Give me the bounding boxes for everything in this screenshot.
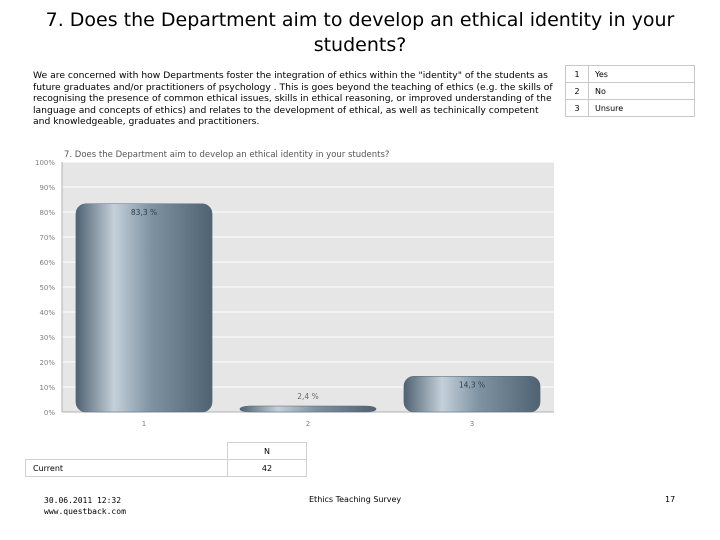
legend-label: Yes	[588, 65, 695, 83]
data-label: 14,3 %	[459, 380, 485, 389]
n-data-row: Current 42	[25, 459, 307, 477]
legend-label: Unsure	[588, 99, 695, 117]
question-description: We are concerned with how Departments fo…	[33, 70, 553, 128]
chart-svg: 7. Does the Department aim to develop an…	[30, 147, 556, 432]
n-header-row: N	[26, 442, 307, 460]
footer-meta: 30.06.2011 12:32 www.questback.com	[44, 495, 126, 517]
legend-label: No	[588, 82, 695, 100]
footer-site: www.questback.com	[44, 507, 126, 516]
legend-code: 3	[565, 99, 589, 117]
chart-title: 7. Does the Department aim to develop an…	[64, 150, 389, 160]
bar	[403, 375, 541, 413]
y-tick-label: 40%	[39, 309, 55, 317]
answer-legend: 1 Yes 2 No 3 Unsure	[565, 65, 695, 117]
legend-code: 2	[565, 82, 589, 100]
x-tick-label: 3	[470, 420, 474, 428]
response-count-table: N Current 42	[25, 442, 307, 477]
y-tick-label: 60%	[39, 259, 55, 267]
y-tick-label: 80%	[39, 209, 55, 217]
x-tick-label: 1	[142, 420, 146, 428]
y-tick-label: 10%	[39, 384, 55, 392]
footer-date: 30.06.2011 12:32	[44, 496, 122, 505]
n-row-value: 42	[227, 459, 307, 477]
data-label: 83,3 %	[131, 208, 157, 217]
n-row-label: Current	[25, 459, 228, 477]
page-number: 17	[665, 495, 676, 504]
y-tick-label: 30%	[39, 334, 55, 342]
y-tick-label: 70%	[39, 234, 55, 242]
x-tick-label: 2	[306, 420, 310, 428]
bar	[239, 405, 377, 413]
n-header: N	[227, 442, 307, 460]
legend-row: 2 No	[565, 82, 695, 100]
data-label: 2,4 %	[297, 392, 318, 401]
y-tick-label: 20%	[39, 359, 55, 367]
footer-survey-name: Ethics Teaching Survey	[309, 495, 402, 504]
y-tick-label: 100%	[35, 159, 55, 167]
bar-chart: 7. Does the Department aim to develop an…	[30, 147, 556, 432]
y-tick-label: 0%	[44, 409, 55, 417]
bar	[75, 203, 213, 413]
legend-code: 1	[565, 65, 589, 83]
y-tick-label: 90%	[39, 184, 55, 192]
page-title: 7. Does the Department aim to develop an…	[45, 9, 675, 56]
legend-row: 3 Unsure	[565, 99, 695, 117]
y-tick-label: 50%	[39, 284, 55, 292]
legend-row: 1 Yes	[565, 65, 695, 83]
